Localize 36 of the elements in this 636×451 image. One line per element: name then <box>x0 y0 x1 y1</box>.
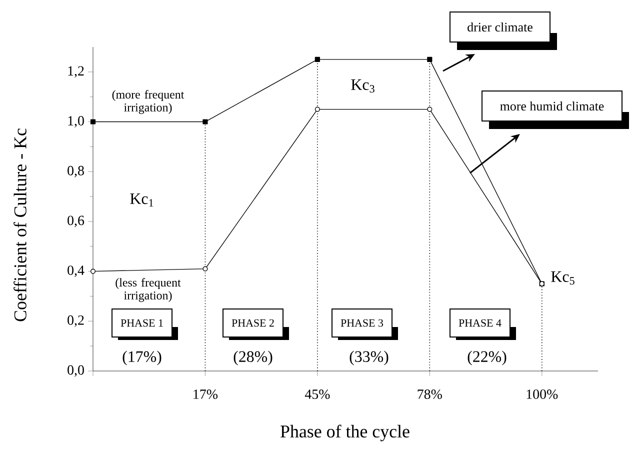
point <box>202 119 208 124</box>
text: more humid climate <box>500 101 604 111</box>
x-axis-title: Phase of the cycle <box>280 424 410 442</box>
point <box>314 56 320 62</box>
annotation: Kc$_{1}$ <box>130 193 154 207</box>
annotation: (28%) <box>234 350 272 366</box>
annotation: PHASE 2 <box>232 319 274 327</box>
y-tick-label: 1,2 <box>68 66 84 78</box>
y-tick-label: 0,8 <box>68 166 84 178</box>
x-tick-label: 17% <box>194 390 218 399</box>
y-tick-label: 0,4 <box>68 266 84 278</box>
y-axis-title: Coefficient of Culture - Kc <box>14 128 26 322</box>
y-tick-label: 0,0 <box>68 365 84 377</box>
point <box>90 119 96 124</box>
annotation: Kc$_{5}$ <box>551 271 574 285</box>
y-tick-label: 0,6 <box>68 216 84 228</box>
annotation: (less frequent irrigation) <box>116 278 181 302</box>
y-tick-label: 1,0 <box>68 116 84 128</box>
point <box>314 106 320 112</box>
annotation: Kc$_{3}$ <box>351 79 374 93</box>
point <box>427 106 432 112</box>
x-tick-label: 45% <box>304 390 330 399</box>
annotation: PHASE 3 <box>340 319 384 327</box>
annotation: (more frequent irrigation) <box>112 90 184 114</box>
annotation: (22%) <box>468 350 506 366</box>
annotation: PHASE 1 <box>120 319 163 327</box>
x-tick-label: 78% <box>418 390 442 399</box>
annotation: (17%) <box>122 350 162 366</box>
annotation: (33%) <box>350 350 388 366</box>
annotation: PHASE 4 <box>458 319 502 327</box>
point <box>427 56 432 62</box>
point <box>202 266 208 272</box>
y-tick-label: 0,2 <box>68 315 84 327</box>
text: drier climate <box>468 22 532 32</box>
point <box>90 268 96 274</box>
x-tick-label: 100% <box>526 390 558 399</box>
